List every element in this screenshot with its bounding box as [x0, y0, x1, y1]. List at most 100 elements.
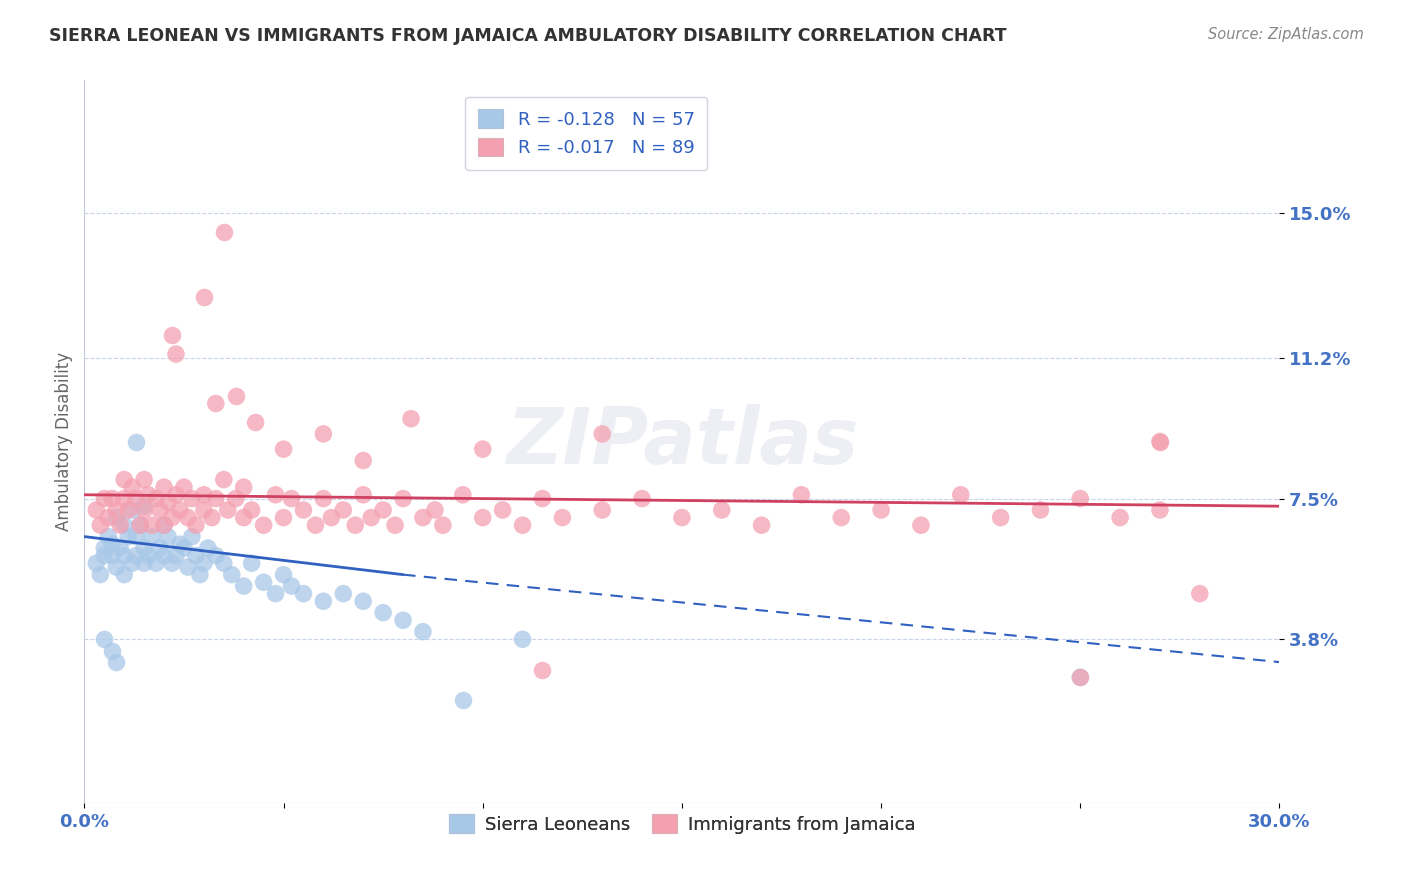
Point [184, 549, 207, 563]
Point [101, 491, 124, 506]
Point [392, 491, 415, 506]
Legend: Sierra Leoneans, Immigrants from Jamaica: Sierra Leoneans, Immigrants from Jamaica [437, 804, 927, 845]
Point [153, 518, 176, 533]
Point [125, 434, 148, 449]
Point [1069, 670, 1091, 684]
Point [471, 442, 494, 457]
Point [160, 328, 183, 343]
Point [129, 518, 152, 533]
Point [205, 396, 228, 410]
Point [125, 491, 148, 506]
Point [193, 503, 215, 517]
Point [240, 503, 263, 517]
Point [212, 473, 235, 487]
Point [136, 549, 159, 563]
Point [631, 491, 654, 506]
Point [188, 567, 211, 582]
Point [253, 575, 276, 590]
Point [132, 473, 156, 487]
Point [352, 594, 374, 608]
Point [132, 556, 156, 570]
Point [1149, 434, 1171, 449]
Point [225, 389, 247, 403]
Point [153, 549, 176, 563]
Point [110, 518, 132, 533]
Point [149, 541, 172, 555]
Point [990, 510, 1012, 524]
Point [105, 510, 128, 524]
Point [321, 510, 343, 524]
Point [101, 537, 124, 551]
Point [177, 560, 200, 574]
Text: Source: ZipAtlas.com: Source: ZipAtlas.com [1208, 27, 1364, 42]
Point [412, 510, 434, 524]
Point [141, 530, 163, 544]
Point [165, 549, 187, 563]
Point [312, 491, 335, 506]
Point [125, 549, 148, 563]
Point [344, 518, 367, 533]
Point [1029, 503, 1052, 517]
Point [212, 226, 235, 240]
Point [280, 491, 302, 506]
Point [373, 606, 395, 620]
Point [145, 491, 167, 506]
Point [132, 503, 156, 517]
Point [1109, 510, 1132, 524]
Point [93, 541, 115, 555]
Point [93, 632, 115, 647]
Point [373, 503, 395, 517]
Point [531, 663, 554, 677]
Point [1069, 491, 1091, 506]
Point [551, 510, 574, 524]
Point [451, 693, 474, 707]
Point [121, 556, 143, 570]
Point [304, 518, 326, 533]
Point [97, 530, 120, 544]
Point [110, 541, 132, 555]
Point [129, 518, 152, 533]
Point [830, 510, 852, 524]
Point [169, 503, 191, 517]
Point [273, 510, 295, 524]
Point [165, 347, 187, 361]
Point [197, 541, 219, 555]
Point [105, 503, 128, 517]
Point [181, 491, 204, 506]
Point [432, 518, 454, 533]
Point [160, 510, 183, 524]
Point [201, 510, 224, 524]
Point [245, 416, 267, 430]
Point [352, 453, 374, 467]
Point [710, 503, 733, 517]
Point [240, 556, 263, 570]
Point [312, 426, 335, 441]
Point [264, 587, 287, 601]
Point [149, 503, 172, 517]
Point [193, 290, 215, 304]
Point [1069, 670, 1091, 684]
Point [101, 643, 124, 657]
Point [112, 549, 135, 563]
Point [93, 491, 115, 506]
Point [399, 411, 422, 425]
Point [160, 556, 183, 570]
Point [112, 567, 135, 582]
Point [273, 567, 295, 582]
Point [273, 442, 295, 457]
Point [173, 541, 195, 555]
Point [97, 510, 120, 524]
Point [253, 518, 276, 533]
Text: ZIPatlas: ZIPatlas [506, 403, 858, 480]
Point [121, 503, 143, 517]
Point [205, 549, 228, 563]
Point [153, 518, 176, 533]
Point [352, 488, 374, 502]
Point [292, 503, 315, 517]
Point [1149, 434, 1171, 449]
Point [591, 426, 613, 441]
Point [360, 510, 382, 524]
Point [117, 503, 139, 517]
Point [89, 567, 111, 582]
Point [112, 518, 135, 533]
